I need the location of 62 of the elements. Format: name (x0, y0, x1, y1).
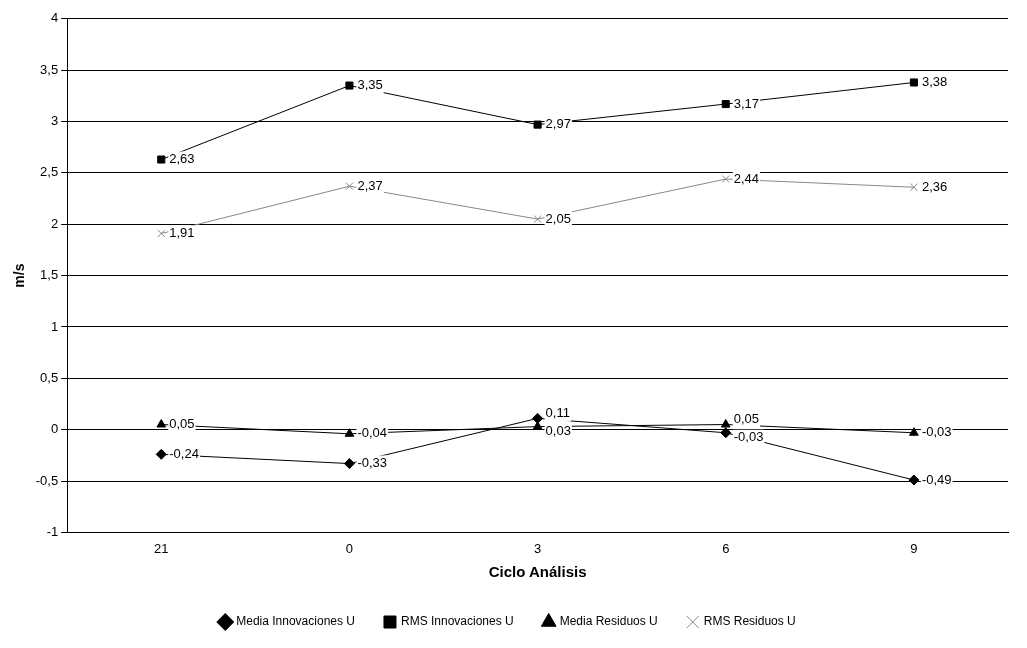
point (909, 427, 919, 436)
legend-label: Media Residuos U (559, 614, 658, 629)
point (345, 182, 354, 191)
data-label: -0,24 (169, 445, 199, 461)
data-label: 3,35 (357, 77, 383, 93)
point (157, 155, 166, 164)
data-label: 2,36 (921, 178, 948, 194)
point (156, 419, 167, 428)
data-label: -0,33 (357, 455, 388, 471)
point (157, 229, 166, 238)
point (909, 183, 918, 192)
point (533, 215, 542, 224)
y-tick-label: 0 (50, 421, 59, 437)
y-axis-title: m/s (11, 263, 28, 288)
point (532, 421, 543, 430)
point (720, 419, 731, 428)
point (343, 458, 355, 470)
data-label: -0,49 (921, 471, 952, 487)
point (908, 474, 920, 486)
x-tick-label: 0 (345, 540, 354, 556)
point (720, 427, 732, 439)
data-label: -0,04 (357, 425, 388, 441)
point (721, 175, 730, 184)
data-label: 1,91 (169, 225, 195, 241)
data-label: 0,03 (545, 423, 571, 439)
x-tick-label: 6 (722, 540, 730, 556)
legend-label: Media Innovaciones U (236, 614, 355, 629)
point (344, 428, 355, 437)
y-tick-label: -1 (46, 523, 59, 539)
point (345, 81, 354, 90)
x-tick-label: 3 (533, 540, 542, 556)
y-tick-label: 2,5 (40, 164, 59, 180)
data-label: 2,44 (733, 170, 760, 186)
data-label: 2,37 (357, 177, 383, 193)
data-label: 3,38 (921, 74, 948, 90)
data-label: 0,05 (169, 416, 195, 432)
data-label: 2,63 (169, 151, 195, 167)
x-tick-label: 21 (154, 540, 169, 556)
point (721, 100, 730, 109)
data-label: 3,17 (733, 95, 760, 111)
data-label: -0,03 (733, 429, 764, 445)
point (533, 120, 542, 129)
x-tick-label: 9 (910, 540, 918, 556)
y-tick-label: 1,5 (40, 267, 59, 283)
y-tick-label: 3,5 (40, 61, 59, 77)
legend-label: RMS Innovaciones U (400, 614, 514, 629)
y-tick-label: -0,5 (35, 472, 59, 488)
y-tick-label: 1 (50, 318, 59, 334)
y-tick-label: 3 (50, 113, 59, 129)
point (532, 412, 544, 424)
y-tick-label: 0,5 (40, 369, 59, 385)
point (155, 448, 167, 460)
y-tick-label: 2 (50, 215, 59, 231)
data-label: -0,03 (921, 424, 952, 440)
data-label: 2,97 (545, 116, 571, 132)
y-tick-label: 4 (50, 10, 59, 26)
data-label: 2,05 (545, 210, 571, 226)
data-label: 0,11 (545, 405, 570, 421)
legend-label: RMS Residuos U (703, 614, 796, 629)
x-axis-title: Ciclo Análisis (488, 563, 587, 581)
data-label: 0,05 (733, 411, 760, 427)
point (909, 78, 918, 87)
